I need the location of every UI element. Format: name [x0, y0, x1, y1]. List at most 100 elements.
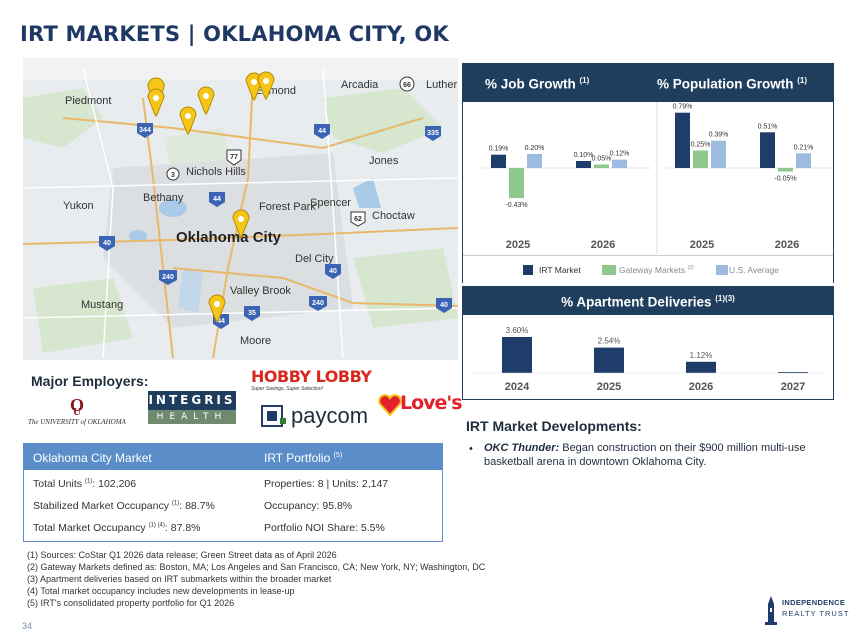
page-number: 34 — [22, 621, 33, 631]
location-pin-icon — [197, 86, 215, 115]
table-header-market: Oklahoma City Market — [33, 451, 152, 465]
highway-shield-icon: 77 — [226, 149, 242, 166]
svg-text:335: 335 — [427, 130, 439, 137]
footnote-4: (4) Total market occupancy includes new … — [27, 586, 295, 596]
growth-panel: % Job Growth (1) % Population Growth (1)… — [462, 63, 834, 283]
tick-label: 2024 — [505, 381, 530, 393]
highway-shield-icon: 240 — [159, 270, 177, 285]
location-pin-icon — [208, 294, 226, 323]
map-label-piedmont: Piedmont — [65, 95, 111, 107]
highway-shield-icon: 44 — [209, 192, 225, 207]
paycom-mark-icon — [261, 405, 286, 427]
location-pin-icon — [232, 209, 250, 238]
table-header: Oklahoma City Market IRT Portfolio (5) — [24, 444, 442, 470]
svg-text:44: 44 — [318, 128, 326, 135]
highway-shield-icon: 3 — [166, 167, 180, 181]
tick-label: 2025 — [690, 239, 714, 251]
highway-shield-icon: 40 — [325, 264, 341, 279]
ou-monogram-icon: O U — [66, 393, 88, 417]
data-label: 0.25% — [691, 142, 711, 149]
bar — [711, 140, 726, 168]
integris-logo: INTEGRIS HEALTH — [148, 391, 236, 425]
population-growth-title: % Population Growth (1) — [657, 76, 808, 92]
integris-text: INTEGRIS — [148, 391, 236, 410]
hobby-lobby-tagline: Super Savings, Super Selection! — [251, 386, 323, 392]
table-cell: Occupancy: 95.8% — [264, 500, 353, 512]
map-label-luther: Luther — [426, 79, 458, 91]
city-map: Piedmont Edmond Arcadia Luther Jones Nic… — [23, 58, 458, 360]
bar — [527, 154, 542, 168]
brand-line1: INDEPENDENCE — [782, 598, 846, 607]
paycom-text: paycom — [291, 403, 369, 428]
data-label: 0.10% — [574, 152, 594, 159]
tick-label: 2025 — [597, 381, 621, 393]
loves-heart-icon — [378, 394, 402, 416]
data-label: 0.39% — [709, 132, 729, 139]
highway-shield-icon: 240 — [309, 296, 327, 311]
highway-shield-icon: 40 — [99, 236, 115, 251]
tick-label: 2027 — [781, 381, 805, 393]
growth-panel-header: % Job Growth (1) % Population Growth (1) — [463, 64, 833, 102]
deliveries-panel-header: % Apartment Deliveries (1)(3) — [463, 287, 833, 315]
footnote-5: (5) IRT's consolidated property portfoli… — [27, 598, 235, 608]
tick-label: 2025 — [506, 239, 530, 251]
location-pin-icon — [257, 71, 275, 100]
bar — [675, 112, 690, 168]
svg-text:344: 344 — [139, 127, 151, 134]
table-cell: Portfolio NOI Share: 5.5% — [264, 522, 385, 534]
bar — [594, 347, 624, 373]
highway-shield-icon: 44 — [314, 124, 330, 139]
data-label: 0.79% — [673, 104, 693, 111]
bar — [778, 372, 808, 373]
location-pin-icon — [147, 88, 165, 117]
legend-label-irt: IRT Market — [539, 265, 581, 275]
svg-text:3: 3 — [171, 172, 175, 179]
employers-heading: Major Employers: — [31, 373, 149, 389]
developments-heading: IRT Market Developments: — [466, 418, 642, 434]
bar — [778, 168, 793, 172]
data-label: 3.60% — [506, 326, 529, 335]
table-header-portfolio: IRT Portfolio (5) — [264, 451, 343, 465]
highway-shield-icon: 335 — [425, 126, 441, 141]
data-label: 2.54% — [598, 337, 621, 346]
map-label-spencer: Spencer — [310, 197, 351, 209]
tick-label: 2026 — [775, 239, 799, 251]
tick-label: 2026 — [591, 239, 615, 251]
brand-line2: REALTY TRUST — [782, 609, 850, 618]
map-label-forest-park: Forest Park — [259, 201, 316, 213]
bar — [760, 132, 775, 168]
svg-text:O: O — [70, 395, 84, 415]
ou-logo: O U The UNIVERSITY of OKLAHOMA — [28, 393, 128, 433]
data-label: -0.43% — [505, 202, 527, 209]
svg-text:40: 40 — [440, 302, 448, 309]
svg-text:66: 66 — [403, 82, 411, 89]
page-title: IRT MARKETS | OKLAHOMA CITY, OK — [20, 22, 449, 46]
loves-text: Love's — [400, 392, 463, 414]
map-label-jones: Jones — [369, 155, 399, 167]
highway-shield-icon: 40 — [436, 298, 452, 313]
bar — [693, 150, 708, 168]
ou-text: The UNIVERSITY of OKLAHOMA — [28, 418, 126, 426]
highway-shield-icon: 344 — [137, 123, 153, 138]
growth-charts: 0.19% -0.43% 0.20% 2025 0.10%0.05%0.12% 2026 0… — [481, 102, 833, 254]
bar — [502, 337, 532, 373]
job-growth-title: % Job Growth (1) — [485, 76, 590, 92]
bar — [509, 168, 524, 199]
tick-label: 2026 — [689, 381, 713, 393]
table-body: Total Units (1): 102,206 Properties: 8 |… — [24, 470, 442, 541]
bar — [612, 159, 627, 168]
svg-text:44: 44 — [213, 196, 221, 203]
highway-shield-icon: 62 — [350, 211, 366, 227]
legend-swatch-irt — [523, 265, 533, 275]
map-label-arcadia: Arcadia — [341, 79, 379, 91]
map-label-mustang: Mustang — [81, 299, 123, 311]
map-label-valley-brook: Valley Brook — [230, 285, 291, 297]
paycom-logo: paycom — [261, 403, 373, 429]
data-label: -0.05% — [774, 176, 796, 183]
deliveries-chart: 3.60% 2024 2.54% 2025 1.12% 2026 2027 — [473, 326, 823, 393]
table-row: Stabilized Market Occupancy (1): 88.7% — [33, 500, 215, 512]
deliveries-panel: % Apartment Deliveries (1)(3) 3.60% 2024 2… — [462, 286, 834, 400]
legend-swatch-us — [716, 265, 728, 275]
svg-text:40: 40 — [329, 268, 337, 275]
bar — [576, 161, 591, 168]
